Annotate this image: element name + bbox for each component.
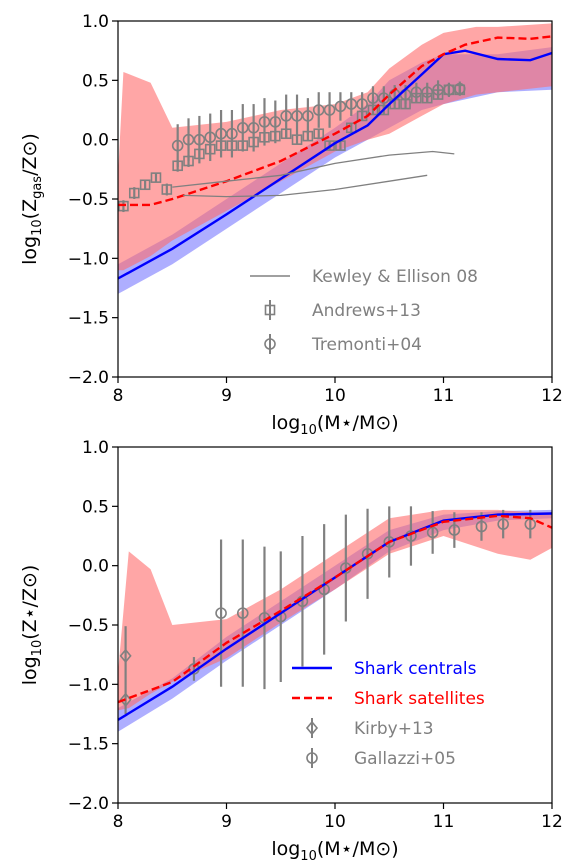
- tremonti04-point: [312, 104, 325, 116]
- tremonti04-point: [345, 98, 358, 110]
- scatter-band-satellites: [118, 509, 552, 711]
- legend-swatch: [306, 752, 318, 764]
- tremonti04-point: [378, 92, 390, 104]
- gallazzi05-point: [383, 536, 396, 548]
- y-tick-label: 0.0: [82, 557, 109, 577]
- tremonti04-point: [236, 122, 249, 134]
- gallazzi05-point: [236, 607, 249, 619]
- x-tick-label: 8: [113, 812, 124, 832]
- y-tick-label: −1.5: [68, 735, 109, 755]
- tremonti04-point: [171, 139, 184, 152]
- tremonti04-point: [302, 110, 314, 122]
- x-tick-label: 10: [324, 812, 346, 832]
- tremonti04-point: [280, 110, 292, 122]
- y-tick-label: −1.5: [68, 309, 109, 329]
- y-tick-label: −2.0: [68, 368, 109, 388]
- legend-label: Shark centrals: [354, 659, 477, 679]
- andrews13-point: [128, 187, 140, 199]
- x-tick-label: 8: [113, 386, 124, 406]
- tremonti04-point: [410, 86, 423, 98]
- x-tick-label: 11: [433, 386, 455, 406]
- andrews13-point: [118, 200, 129, 212]
- x-axis-label: log10(M⋆/M⊙): [271, 412, 398, 438]
- x-tick-label: 10: [324, 386, 346, 406]
- y-tick-label: 0.0: [82, 131, 109, 151]
- y-tick-label: −1.0: [68, 249, 109, 269]
- tremonti04-point: [204, 131, 217, 144]
- andrews13-point: [150, 172, 162, 183]
- tremonti04-point: [182, 133, 195, 146]
- gallazzi05-point: [475, 520, 488, 533]
- tremonti04-point: [453, 82, 466, 95]
- legend-swatch: [305, 720, 319, 736]
- legend-label: Andrews+13: [312, 301, 421, 321]
- tremonti04-point: [291, 110, 303, 122]
- x-tick-label: 12: [541, 386, 563, 406]
- legend-entry: Kewley & Ellison 08: [250, 267, 478, 287]
- y-tick-label: 0.5: [82, 497, 109, 517]
- tremonti04-point: [269, 116, 282, 128]
- y-tick-label: −1.0: [68, 675, 109, 695]
- gallazzi05-point: [497, 518, 509, 530]
- satellites-line: [118, 514, 552, 704]
- y-tick-label: 0.5: [82, 71, 109, 91]
- tremonti04-point: [443, 84, 455, 96]
- tremonti04-point: [247, 122, 260, 134]
- panel-bottom-stellar-metallicity: 8 9 10 11 12 −2.0 −1.5 −1.0 −0.5 0.0 0.5 1.0 log10(M…: [19, 438, 563, 864]
- tremonti04-point: [226, 127, 238, 140]
- panel-top-gas-metallicity: 8 9 10 11 12 −2.0 −1.5 −1.0 −0.5 0.0 0.5 1.0 log10(M…: [19, 12, 563, 438]
- andrews13-point: [324, 140, 335, 151]
- tremonti04-point: [323, 104, 336, 116]
- plot-area: [118, 506, 552, 732]
- kirby13-point: [119, 692, 132, 708]
- kewley-ellison-line: [172, 150, 455, 188]
- gallazzi05-point: [426, 526, 439, 539]
- kirby13-point: [119, 648, 132, 664]
- legend-entry: Tremonti+04: [264, 334, 422, 355]
- legend-entry: Shark centrals: [292, 659, 477, 679]
- andrews13-point: [313, 128, 325, 140]
- y-tick-label: −0.5: [68, 190, 109, 210]
- x-tick-label: 9: [221, 386, 232, 406]
- legend-label: Kewley & Ellison 08: [312, 267, 478, 287]
- andrews13-point: [139, 179, 151, 191]
- y-tick-label: −0.5: [68, 616, 109, 636]
- tremonti04-point: [367, 92, 379, 104]
- legend-label: Shark satellites: [354, 689, 485, 709]
- tremonti04-point: [432, 84, 444, 96]
- tremonti04-point: [215, 127, 227, 140]
- tremonti04-point: [193, 133, 206, 146]
- x-tick-label: 9: [221, 812, 232, 832]
- y-axis-label: log10(Zgas/Z⊙): [19, 133, 45, 265]
- y-tick-label: 1.0: [82, 12, 109, 32]
- legend-entry: Shark satellites: [292, 689, 485, 709]
- legend-label: Tremonti+04: [311, 335, 422, 355]
- satellites-line: [118, 35, 552, 207]
- x-tick-label: 11: [433, 812, 455, 832]
- andrews13-point: [161, 184, 173, 195]
- plot-area: [118, 23, 552, 294]
- legend-entry: Andrews+13: [264, 300, 421, 321]
- tremonti04-point: [421, 86, 434, 98]
- tremonti04-point: [356, 98, 368, 110]
- legend-label: Kirby+13: [354, 719, 434, 739]
- scatter-band-satellites: [118, 23, 552, 271]
- gallazzi05-point: [215, 607, 227, 619]
- legend-swatch: [264, 304, 276, 316]
- tremonti04-point: [258, 116, 271, 128]
- legend-swatch: [264, 338, 276, 350]
- kewley-ellison-line: [183, 174, 428, 198]
- tremonti04-point: [334, 100, 347, 113]
- y-axis-label: log10(Z⋆/Z⊙): [19, 565, 45, 686]
- x-tick-label: 12: [541, 812, 563, 832]
- legend-entry: Gallazzi+05: [306, 748, 456, 769]
- legend-label: Gallazzi+05: [354, 749, 456, 769]
- y-tick-label: −2.0: [68, 794, 109, 814]
- centrals-line: [118, 49, 552, 280]
- y-tick-label: 1.0: [82, 438, 109, 458]
- legend-entry: Kirby+13: [305, 718, 434, 739]
- gallazzi05-point: [448, 524, 461, 536]
- x-axis-label: log10(M⋆/M⊙): [271, 838, 398, 864]
